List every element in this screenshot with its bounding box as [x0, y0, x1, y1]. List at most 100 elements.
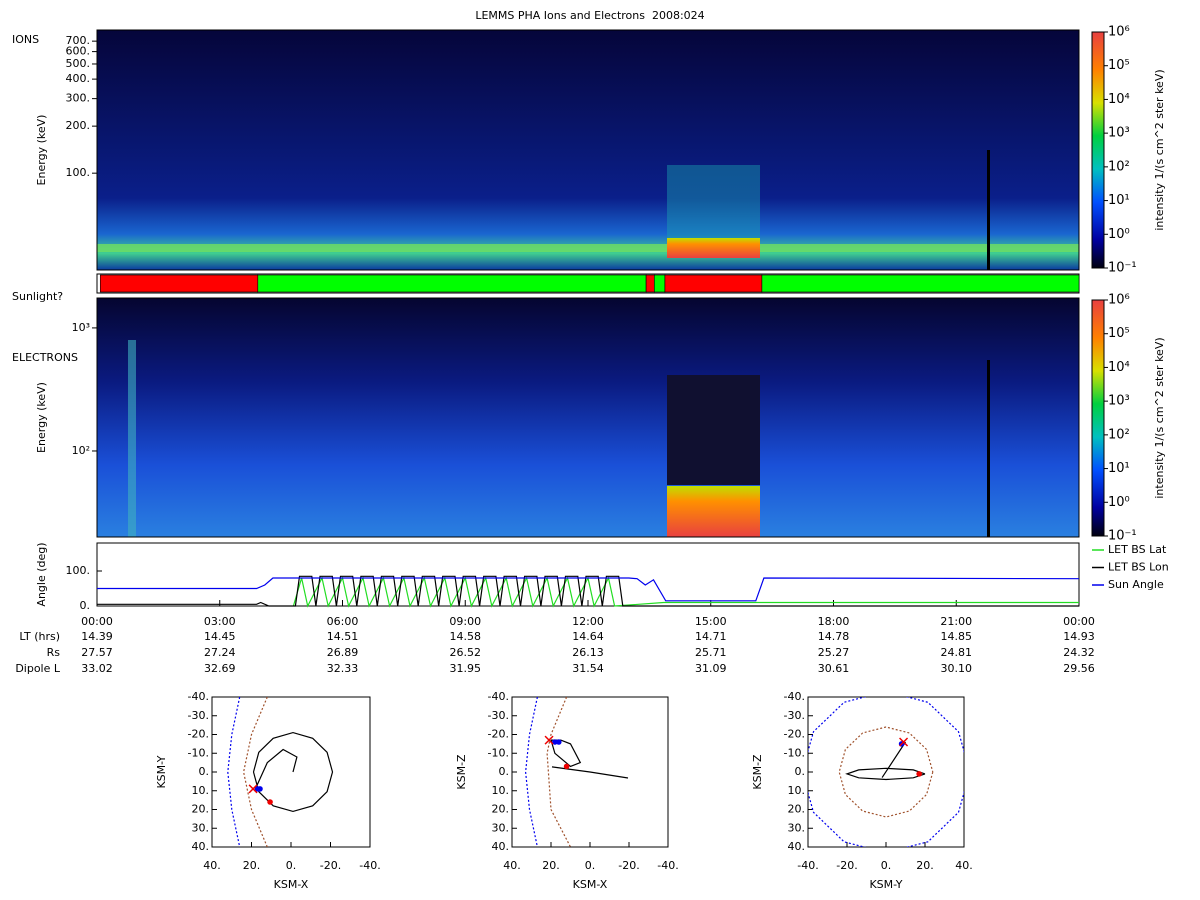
- y-tick-label: 10³: [72, 321, 90, 334]
- y-tick-label: 20.: [492, 803, 510, 816]
- ephemeris-value: 14.64: [572, 630, 604, 643]
- y-tick-label: 40.: [788, 840, 806, 853]
- orbit-marker: [899, 737, 909, 747]
- legend-label: LET BS Lon: [1108, 561, 1169, 574]
- ephemeris-value: 27.57: [81, 646, 113, 659]
- y-tick-label: 500.: [66, 57, 91, 70]
- spectrogram-texture: [128, 340, 136, 537]
- orbit-curve: [845, 741, 926, 781]
- x-tick-label: 21:00: [940, 615, 972, 628]
- sunlight-segment: [664, 274, 763, 293]
- page-title: LEMMS PHA Ions and Electrons 2008:024: [475, 9, 704, 22]
- x-tick-label: 18:00: [818, 615, 850, 628]
- x-tick-label: 40.: [203, 859, 221, 872]
- x-tick-label: 40.: [503, 859, 521, 872]
- ephemeris-value: 14.58: [450, 630, 482, 643]
- colorbar-tick-label: 10⁰: [1108, 227, 1130, 242]
- x-axis-label: KSM-Y: [869, 878, 902, 891]
- colorbar-tick-label: 10²: [1108, 159, 1130, 174]
- series-line: [97, 577, 1080, 602]
- colorbar: [1091, 299, 1105, 537]
- series-line: [292, 576, 1079, 608]
- y-tick-label: 30.: [192, 821, 210, 834]
- y-tick-label: 0.: [199, 765, 210, 778]
- series-line: [97, 575, 1079, 607]
- colorbar-label: intensity 1/(s cm^2 ster keV): [1153, 337, 1166, 498]
- spectrogram-texture: [97, 30, 1079, 270]
- y-tick-label: 20.: [788, 803, 806, 816]
- y-tick-label: 100.: [66, 166, 91, 179]
- colorbar-tick-label: 10¹: [1108, 193, 1130, 208]
- y-tick-label: -30.: [188, 709, 209, 722]
- ephemeris-value: 26.52: [450, 646, 482, 659]
- y-axis-label: Energy (keV): [35, 382, 48, 453]
- x-tick-label: 12:00: [572, 615, 604, 628]
- y-tick-label: -30.: [784, 709, 805, 722]
- plot-frame: [96, 297, 1080, 538]
- x-tick-label: -40.: [657, 859, 678, 872]
- y-tick-label: 10.: [192, 784, 210, 797]
- orbit-marks: [524, 697, 629, 847]
- ephemeris-value: 27.24: [204, 646, 236, 659]
- y-tick-label: 600.: [66, 45, 91, 58]
- orbit-marker: [254, 786, 261, 792]
- y-axis-label: KSM-Z: [751, 754, 764, 790]
- y-tick-label: -20.: [188, 728, 209, 741]
- y-tick-label: 0.: [499, 765, 510, 778]
- x-tick-label: 0.: [286, 859, 297, 872]
- ephemeris-value: 26.89: [327, 646, 359, 659]
- orbit-marker: [916, 771, 922, 777]
- ephemeris-value: 24.81: [941, 646, 973, 659]
- x-tick-label: 20.: [243, 859, 261, 872]
- sunlight-segment: [257, 274, 647, 293]
- ephemeris-label: Dipole L: [15, 662, 61, 675]
- y-tick-label: 300.: [66, 92, 91, 105]
- y-tick-label: 0.: [795, 765, 806, 778]
- spectrogram-texture: [987, 150, 990, 270]
- colorbar-tick-label: 10¹: [1108, 461, 1130, 476]
- spectrogram-texture: [97, 244, 1079, 252]
- y-axis-label: KSM-Z: [455, 754, 468, 790]
- y-axis-label: Angle (deg): [35, 542, 48, 606]
- ephemeris-value: 14.71: [695, 630, 727, 643]
- ephemeris-value: 25.27: [818, 646, 850, 659]
- y-tick-label: -10.: [784, 746, 805, 759]
- ephemeris-value: 26.13: [572, 646, 604, 659]
- ephemeris-value: 14.78: [818, 630, 850, 643]
- y-tick-label: -20.: [784, 728, 805, 741]
- y-tick-label: 10²: [72, 444, 90, 457]
- colorbar-tick-label: 10⁰: [1108, 495, 1130, 510]
- plot-frame: [96, 542, 1080, 607]
- ephemeris-value: 31.95: [450, 662, 482, 675]
- ephemeris-value: 33.02: [81, 662, 113, 675]
- colorbar-tick-label: 10⁴: [1108, 360, 1130, 375]
- spectrogram-texture: [987, 360, 990, 537]
- y-tick-label: -40.: [188, 690, 209, 703]
- ephemeris-value: 32.69: [204, 662, 236, 675]
- orbit-marker: [544, 735, 554, 745]
- ephemeris-value: 30.10: [941, 662, 973, 675]
- ephemeris-value: 14.93: [1063, 630, 1095, 643]
- ephemeris-value: 25.71: [695, 646, 727, 659]
- x-tick-label: -40.: [797, 859, 818, 872]
- orbit-marker: [267, 799, 273, 805]
- panel-label: Sunlight?: [12, 290, 63, 303]
- y-tick-label: -20.: [488, 728, 509, 741]
- x-tick-label: 15:00: [695, 615, 727, 628]
- sunlight-segment: [653, 274, 666, 293]
- y-tick-label: -10.: [188, 746, 209, 759]
- x-axis-label: KSM-X: [573, 878, 608, 891]
- orbit-curve: [242, 697, 268, 847]
- x-tick-label: 0.: [585, 859, 596, 872]
- y-tick-label: 200.: [66, 119, 91, 132]
- orbit-marker: [556, 739, 562, 745]
- y-tick-label: 400.: [66, 72, 91, 85]
- x-tick-label: 0.: [881, 859, 892, 872]
- spectrogram-texture: [667, 486, 760, 537]
- orbit-curve: [252, 731, 334, 813]
- orbit-marker: [552, 739, 558, 745]
- orbit-marks: [808, 697, 964, 847]
- orbit-marker: [563, 763, 570, 770]
- ephemeris-value: 14.39: [81, 630, 113, 643]
- ephemeris-value: 14.85: [941, 630, 973, 643]
